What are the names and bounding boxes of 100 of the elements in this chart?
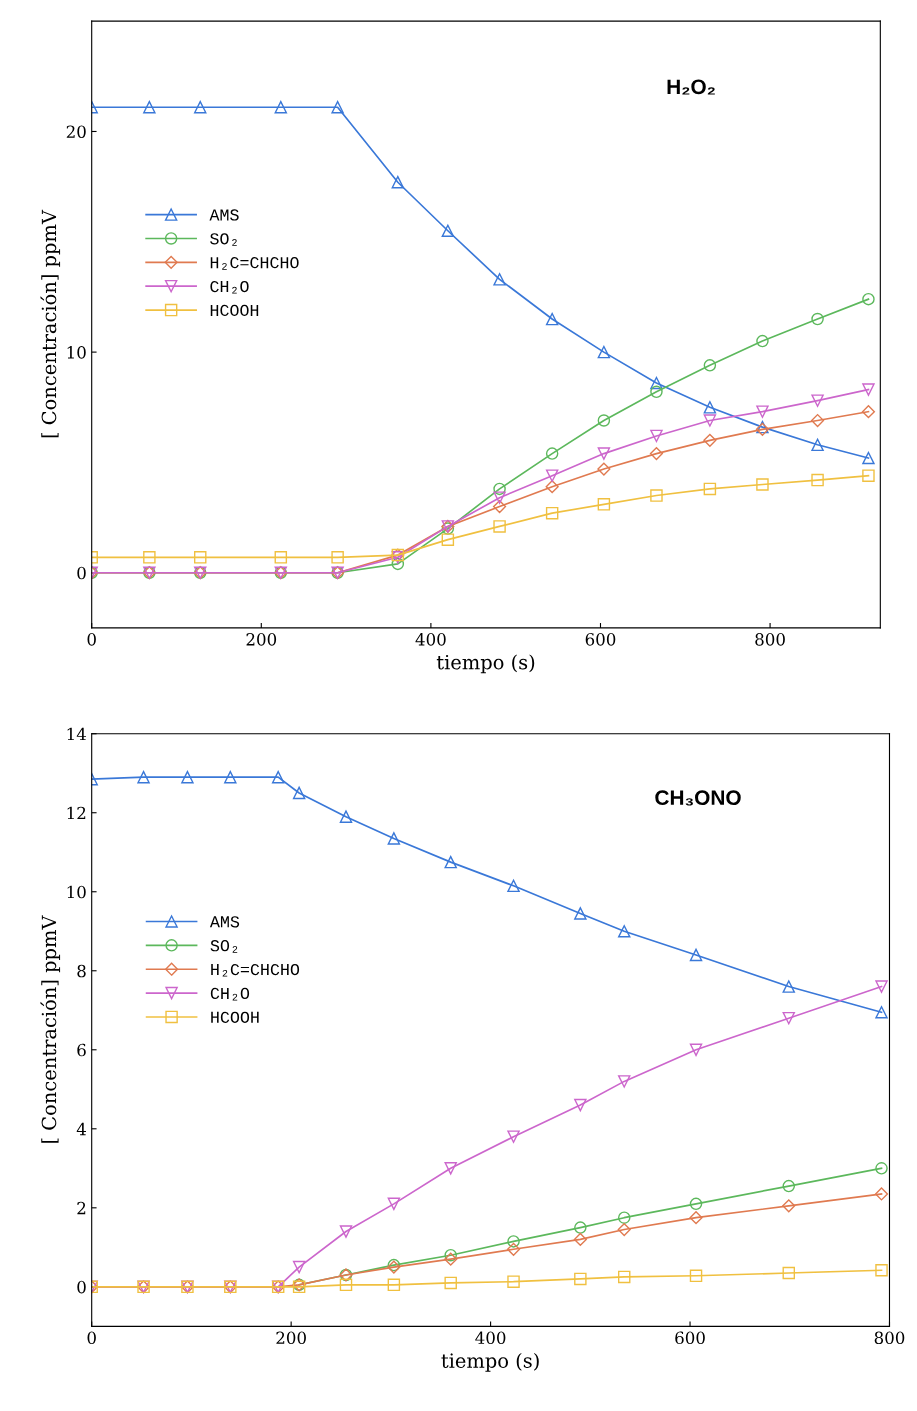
- point: [811, 312, 824, 326]
- legend-label: H₂C=CHCHO: [211, 963, 300, 977]
- annotation: CH₃ONO: [655, 790, 741, 806]
- point: [441, 224, 455, 238]
- point: [292, 786, 306, 800]
- point: [650, 429, 663, 443]
- point: [689, 1211, 703, 1225]
- point: [493, 520, 506, 533]
- point: [617, 1075, 631, 1088]
- y-tick-label: 20: [66, 125, 86, 139]
- point: [391, 557, 405, 571]
- point: [574, 1098, 587, 1112]
- point: [387, 832, 401, 845]
- point: [387, 1278, 401, 1292]
- point: [137, 770, 150, 784]
- point: [782, 1266, 796, 1280]
- point: [756, 334, 769, 348]
- point: [493, 491, 506, 504]
- legend-label: HCOOH: [210, 304, 259, 317]
- point: [811, 473, 824, 487]
- point: [143, 551, 156, 564]
- point: [875, 1263, 888, 1277]
- x-axis-title: tiempo (s): [441, 1352, 539, 1372]
- point: [339, 1225, 353, 1238]
- y-tick-label: 10: [67, 346, 86, 359]
- point: [703, 482, 717, 496]
- point: [862, 292, 875, 306]
- point: [810, 413, 825, 428]
- point: [874, 1187, 889, 1201]
- point: [444, 1276, 457, 1290]
- point: [689, 1043, 703, 1057]
- point: [339, 810, 353, 823]
- point: [391, 175, 405, 189]
- legend-label: AMS: [209, 916, 240, 928]
- point: [617, 1222, 631, 1237]
- point: [271, 770, 285, 784]
- point: [756, 405, 769, 418]
- point: [493, 482, 506, 496]
- y-tick-label: 10: [67, 885, 86, 899]
- point: [597, 462, 611, 476]
- point: [441, 533, 455, 546]
- point: [574, 1272, 587, 1286]
- point: [597, 447, 611, 460]
- point: [444, 1252, 458, 1266]
- legend-label: CH₂O: [210, 987, 250, 1001]
- point: [224, 770, 237, 784]
- point: [387, 1197, 401, 1211]
- x-tick-label: 600: [675, 1331, 705, 1345]
- point: [143, 100, 156, 114]
- legend-label: AMS: [209, 209, 239, 221]
- point: [617, 1211, 631, 1224]
- annotation: H₂O₂: [667, 79, 715, 95]
- point: [650, 376, 663, 390]
- point: [274, 551, 288, 564]
- point: [574, 1221, 587, 1234]
- point: [689, 1269, 703, 1283]
- point: [274, 100, 288, 114]
- point: [756, 478, 769, 491]
- legend-label: SO₂: [210, 940, 238, 953]
- point: [861, 405, 876, 419]
- point: [193, 551, 207, 564]
- point: [875, 1006, 888, 1019]
- point: [782, 980, 796, 993]
- point: [617, 925, 631, 938]
- point: [507, 1130, 520, 1143]
- point: [782, 1199, 796, 1213]
- point: [782, 1011, 796, 1025]
- point: [493, 273, 506, 286]
- point: [703, 414, 717, 427]
- point: [689, 948, 703, 962]
- x-axis-title: tiempo (s): [436, 654, 535, 674]
- point: [331, 551, 344, 564]
- y-tick-label: 2: [77, 1201, 86, 1215]
- y-tick-label: 4: [76, 1122, 86, 1136]
- point: [444, 855, 457, 869]
- point: [650, 385, 663, 399]
- x-tick-label: 600: [585, 633, 616, 646]
- point: [545, 506, 559, 520]
- point: [875, 980, 888, 993]
- y-tick-label: 8: [77, 964, 86, 978]
- point: [597, 498, 611, 511]
- point: [545, 469, 559, 482]
- point: [703, 433, 717, 447]
- point: [862, 469, 875, 482]
- point: [782, 1179, 796, 1193]
- x-tick-label: 400: [475, 1331, 506, 1345]
- point: [573, 1232, 587, 1247]
- point: [862, 383, 875, 396]
- point: [444, 1248, 457, 1262]
- point: [811, 438, 824, 452]
- point: [507, 879, 520, 893]
- x-tick-label: 800: [755, 633, 785, 646]
- point: [650, 489, 663, 502]
- point: [574, 907, 587, 920]
- point: [506, 1242, 521, 1256]
- y-axis-title: [ Concentración] ppmV: [40, 915, 61, 1143]
- point: [339, 1278, 353, 1292]
- point: [597, 414, 611, 427]
- point: [444, 1162, 457, 1175]
- point: [193, 100, 207, 114]
